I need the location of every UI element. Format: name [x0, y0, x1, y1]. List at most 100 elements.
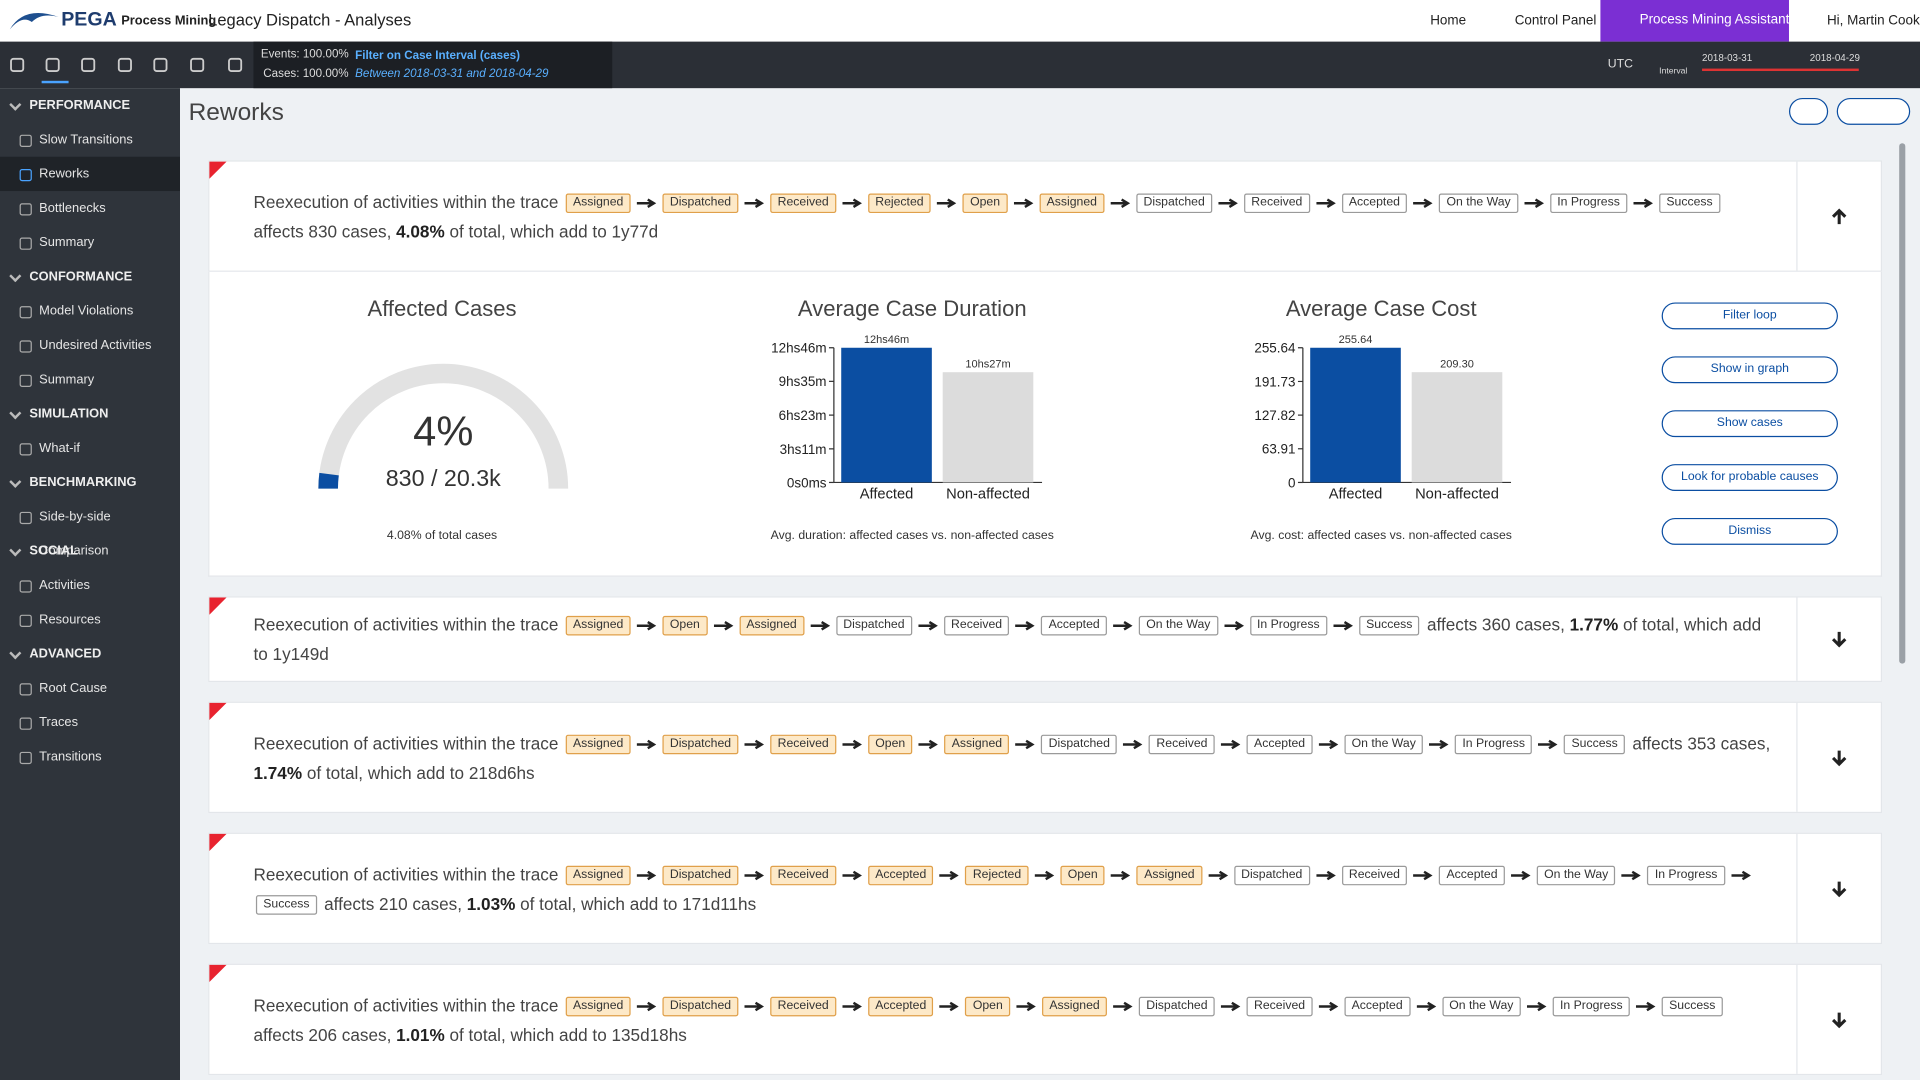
activity-chip: Rejected	[867, 193, 931, 213]
step-arrow	[1730, 870, 1751, 880]
nav-home[interactable]: Home	[1430, 13, 1467, 29]
toolbar-icon[interactable]	[228, 57, 243, 73]
rework-share: 1.77%	[1569, 614, 1619, 635]
y-tick-label: 63.91	[1262, 442, 1296, 457]
sidebar-item[interactable]: Traces	[0, 705, 180, 739]
bar	[1411, 372, 1503, 483]
active-tab[interactable]	[41, 49, 69, 84]
sidebar-item[interactable]: What-if	[0, 431, 180, 465]
sidebar-item[interactable]: Side-by-side Comparison	[0, 500, 180, 558]
events-stat: Events: 100.00%	[260, 47, 349, 62]
sidebar-item[interactable]: Root Cause	[0, 671, 180, 705]
arrow-shape	[636, 198, 657, 208]
rework-total: of total, which add to 171d11hs	[520, 893, 757, 913]
cost-chart: 0 63.91 127.82 191.73 255.64 255.64 Affected 20…	[1254, 334, 1512, 502]
step-arrow	[1318, 1001, 1339, 1012]
expand-button[interactable]	[1831, 880, 1848, 897]
bar	[841, 347, 932, 483]
activity-chip: Open	[867, 734, 913, 755]
action-button[interactable]: Show cases	[1661, 410, 1838, 438]
sidebar-item[interactable]: Slow Transitions	[0, 122, 180, 156]
x-tick-label: Non-affected	[946, 486, 1030, 502]
cases-stat: Cases: 100.00%	[263, 67, 349, 81]
activity-chip: Accepted	[1041, 616, 1108, 636]
arrow-shape	[1123, 739, 1143, 749]
toolbar: Events: 100.00% Cases: 100.00% Filter on…	[0, 41, 1920, 89]
expand-button[interactable]	[1831, 749, 1848, 766]
activity-chip: Received	[770, 865, 837, 886]
sidebar-section[interactable]: PERFORMANCE	[0, 88, 180, 122]
step-arrow	[1526, 1001, 1547, 1012]
x-tick-label: Non-affected	[1415, 486, 1499, 502]
sidebar-section[interactable]: SIMULATION	[0, 397, 180, 431]
arrow-shape	[1831, 631, 1847, 648]
sidebar-item[interactable]: Bottlenecks	[0, 191, 180, 225]
toolbar-icon[interactable]	[10, 57, 25, 73]
collapse-button[interactable]	[1831, 207, 1848, 225]
step-arrow	[1538, 739, 1558, 749]
step-arrow	[842, 870, 862, 880]
rework-share: 1.03%	[466, 893, 516, 913]
duration-title: Average Case Duration	[797, 296, 1027, 321]
value-label: 10hs27m	[965, 358, 1010, 370]
sidebar-item[interactable]: Summary	[0, 225, 180, 259]
toolbar-icon[interactable]	[45, 57, 60, 73]
activity-chip: Assigned	[944, 734, 1010, 755]
rework-share: 4.08%	[396, 221, 445, 241]
expand-button[interactable]	[1831, 1011, 1848, 1028]
scrollbar[interactable]	[1899, 143, 1906, 664]
download-button[interactable]	[1836, 97, 1911, 125]
action-button[interactable]: Dismiss	[1661, 517, 1838, 545]
action-button[interactable]: Look for probable causes	[1661, 464, 1838, 492]
expand-button[interactable]	[1831, 631, 1848, 648]
gauge-track	[318, 363, 569, 489]
arrow-shape	[842, 870, 862, 880]
sidebar-item[interactable]: Activities	[0, 568, 180, 602]
user-menu[interactable]: Hi, Martin Cook	[1826, 13, 1920, 29]
sidebar-section[interactable]: ADVANCED	[0, 637, 180, 671]
filter-box[interactable]	[253, 41, 613, 89]
arrow-shape	[1111, 870, 1131, 880]
action-button[interactable]: Filter loop	[1661, 302, 1838, 330]
step-arrow	[1113, 621, 1133, 631]
toolbar-icon[interactable]	[117, 57, 133, 73]
rework-share: 1.74%	[253, 762, 303, 782]
activity-chip: Open	[965, 996, 1011, 1017]
sidebar-item[interactable]: Model Violations	[0, 294, 180, 328]
toolbar-icon[interactable]	[153, 57, 168, 73]
step-arrow	[1429, 739, 1449, 749]
sidebar-item[interactable]: Reworks	[0, 156, 181, 192]
activity-chip: Assigned	[565, 865, 631, 886]
sidebar-item[interactable]: Summary	[0, 362, 180, 396]
interval-slider[interactable]	[1702, 68, 1859, 72]
activity-chip: Dispatched	[662, 996, 739, 1017]
arrow-shape	[842, 1001, 862, 1012]
tip-button[interactable]	[1788, 97, 1829, 125]
icon-shape	[117, 57, 132, 72]
sidebar-section[interactable]: BENCHMARKING	[0, 465, 180, 499]
assistant-button[interactable]: Process Mining Assistant	[1600, 0, 1789, 42]
arrow-shape	[1526, 1001, 1547, 1012]
arrow-shape	[636, 621, 657, 631]
toolbar-icon[interactable]	[190, 57, 205, 73]
step-arrow	[1110, 198, 1130, 208]
sidebar-item[interactable]: Resources	[0, 602, 180, 636]
sidebar-item[interactable]: Undesired Activities	[0, 328, 180, 362]
sidebar-section[interactable]: CONFORMANCE	[0, 260, 180, 294]
value-label: 209.30	[1440, 358, 1474, 370]
arrow-shape	[1831, 207, 1847, 224]
toolbar-icon[interactable]	[81, 57, 96, 73]
activity-chip: Accepted	[1341, 193, 1408, 213]
activity-chip: On the Way	[1344, 734, 1424, 755]
nav-control-panel[interactable]: Control Panel	[1514, 13, 1597, 29]
action-button[interactable]: Show in graph	[1661, 356, 1838, 384]
step-arrow	[1013, 198, 1034, 208]
arrow-shape	[1524, 198, 1544, 208]
y-tick-label: 9hs35m	[779, 374, 827, 389]
icon-shape	[228, 57, 243, 72]
bar	[1310, 347, 1401, 483]
sidebar-item[interactable]: Transitions	[0, 740, 180, 774]
arrow-shape	[842, 198, 862, 208]
sidebar-section[interactable]: SOCIAL	[0, 534, 180, 568]
toggle-column	[1796, 161, 1880, 271]
